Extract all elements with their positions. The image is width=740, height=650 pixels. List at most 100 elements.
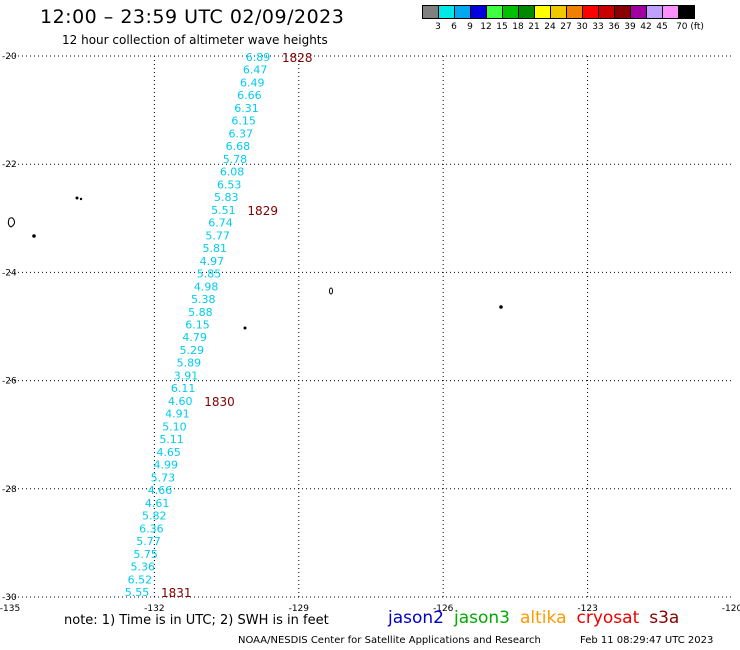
swh-value: 6.37 [228, 127, 253, 140]
colorbar-label: 21 [528, 22, 540, 32]
lon-tick-label: -120 [722, 604, 740, 614]
swh-value: 5.85 [197, 268, 222, 281]
swh-value: 5.38 [191, 293, 216, 306]
swh-value: 6.66 [237, 89, 262, 102]
lat-tick-label: -24 [2, 268, 17, 278]
swh-value: 4.98 [194, 280, 219, 293]
swh-value: 4.66 [148, 484, 173, 497]
lat-tick-label: -22 [2, 160, 17, 170]
swh-value: 5.82 [142, 510, 167, 523]
swh-value: 6.15 [185, 319, 210, 332]
swh-value: 5.78 [223, 153, 248, 166]
legend-entry: jason3 [454, 608, 510, 628]
time-label: 1830 [204, 395, 235, 409]
swh-value: 5.73 [151, 471, 176, 484]
swh-value: 5.77 [205, 229, 230, 242]
lon-tick-label: -132 [144, 604, 164, 614]
swh-value: 5.83 [214, 191, 239, 204]
swh-value: 5.81 [203, 242, 228, 255]
colorbar-label: 27 [560, 22, 572, 32]
swh-value: 6.89 [246, 51, 271, 64]
swh-value: 6.47 [243, 64, 268, 77]
colorbar-label: 6 [451, 22, 457, 32]
island [499, 305, 503, 309]
islands [7, 196, 503, 330]
legend-entry: altika [520, 608, 567, 628]
swh-value: 6.31 [234, 102, 259, 115]
time-label: 1831 [161, 586, 192, 600]
chart-subtitle: 12 hour collection of altimeter wave hei… [62, 33, 328, 47]
swh-value: 5.29 [179, 344, 204, 357]
swh-value: 5.75 [133, 548, 158, 561]
lat-tick-label: -28 [2, 485, 17, 495]
swh-value: 4.61 [145, 497, 170, 510]
island [32, 234, 36, 238]
lat-tick-label: -26 [2, 377, 17, 387]
lat-tick-label: -30 [2, 593, 17, 603]
legend-entry: cryosat [576, 608, 640, 628]
swh-value: 5.51 [211, 204, 236, 217]
swh-value: 4.97 [200, 255, 225, 268]
colorbar-label: 3 [435, 22, 441, 32]
note-text: note: 1) Time is in UTC; 2) SWH is in fe… [64, 613, 329, 628]
colorbar-swatch [678, 5, 695, 19]
swh-value: 6.53 [217, 178, 242, 191]
swh-value: 4.99 [154, 459, 179, 472]
colorbar-label: 39 [624, 22, 636, 32]
swh-value: 5.88 [188, 306, 213, 319]
satellite-legend: jason2 jason3 altika cryosat s3a [388, 608, 689, 628]
altimeter-track: 6.896.476.496.666.316.156.376.685.786.08… [125, 51, 271, 599]
swh-value: 6.36 [139, 522, 164, 535]
lat-tick-label: -20 [2, 52, 17, 62]
legend-entry: s3a [649, 608, 680, 628]
swh-value: 6.74 [208, 217, 233, 230]
axis-ticks: -135 -132 -129 -126 -123 -120 -20 -22 -24 -26 -28 -… [0, 52, 740, 614]
time-label: 1828 [282, 51, 313, 65]
footer-timestamp: Feb 11 08:29:47 UTC 2023 [580, 635, 714, 646]
colorbar-label: 18 [512, 22, 524, 32]
lon-tick-label: -123 [577, 604, 597, 614]
lon-tick-label: -129 [289, 604, 310, 614]
island [243, 326, 247, 330]
swh-value: 4.91 [165, 408, 190, 421]
swh-value: 6.15 [231, 115, 256, 128]
legend-entry: jason2 [388, 608, 444, 628]
chart-title: 12:00 – 23:59 UTC 02/09/2023 [40, 6, 345, 28]
time-label: 1829 [247, 204, 278, 218]
lon-tick-label: -135 [0, 604, 20, 614]
swh-value: 6.68 [226, 140, 251, 153]
swh-value: 6.11 [171, 382, 196, 395]
island [7, 217, 16, 228]
swh-value: 4.65 [156, 446, 181, 459]
island [79, 197, 83, 201]
swh-value: 6.52 [128, 573, 153, 586]
map-grid [10, 55, 732, 598]
colorbar-label: 12 [480, 22, 492, 32]
footer-credit: NOAA/NESDIS Center for Satellite Applica… [238, 635, 541, 646]
swh-value: 5.77 [136, 535, 161, 548]
swh-value: 6.49 [240, 76, 265, 89]
swh-value: 4.79 [182, 331, 207, 344]
colorbar-label: 70 (ft) [676, 22, 704, 32]
swh-value: 5.55 [125, 586, 150, 599]
time-labels: 1828 1829 1830 1831 [161, 51, 313, 600]
swh-value: 5.11 [159, 433, 184, 446]
colorbar-label: 9 [467, 22, 473, 32]
colorbar-label: 15 [496, 22, 508, 32]
colorbar-label: 30 [576, 22, 588, 32]
swh-value: 5.10 [162, 420, 187, 433]
colorbar-label: 45 [656, 22, 668, 32]
island [75, 196, 79, 200]
swh-value: 4.60 [168, 395, 193, 408]
swh-value: 3.91 [174, 369, 199, 382]
island [329, 287, 333, 295]
lon-tick-label: -126 [433, 604, 454, 614]
colorbar-label: 36 [608, 22, 620, 32]
swh-value: 6.08 [220, 166, 245, 179]
colorbar-label: 24 [544, 22, 556, 32]
swh-value: 5.36 [131, 561, 156, 574]
wave-height-colorbar [422, 5, 695, 19]
colorbar-label: 33 [592, 22, 604, 32]
swh-value: 5.89 [177, 357, 202, 370]
